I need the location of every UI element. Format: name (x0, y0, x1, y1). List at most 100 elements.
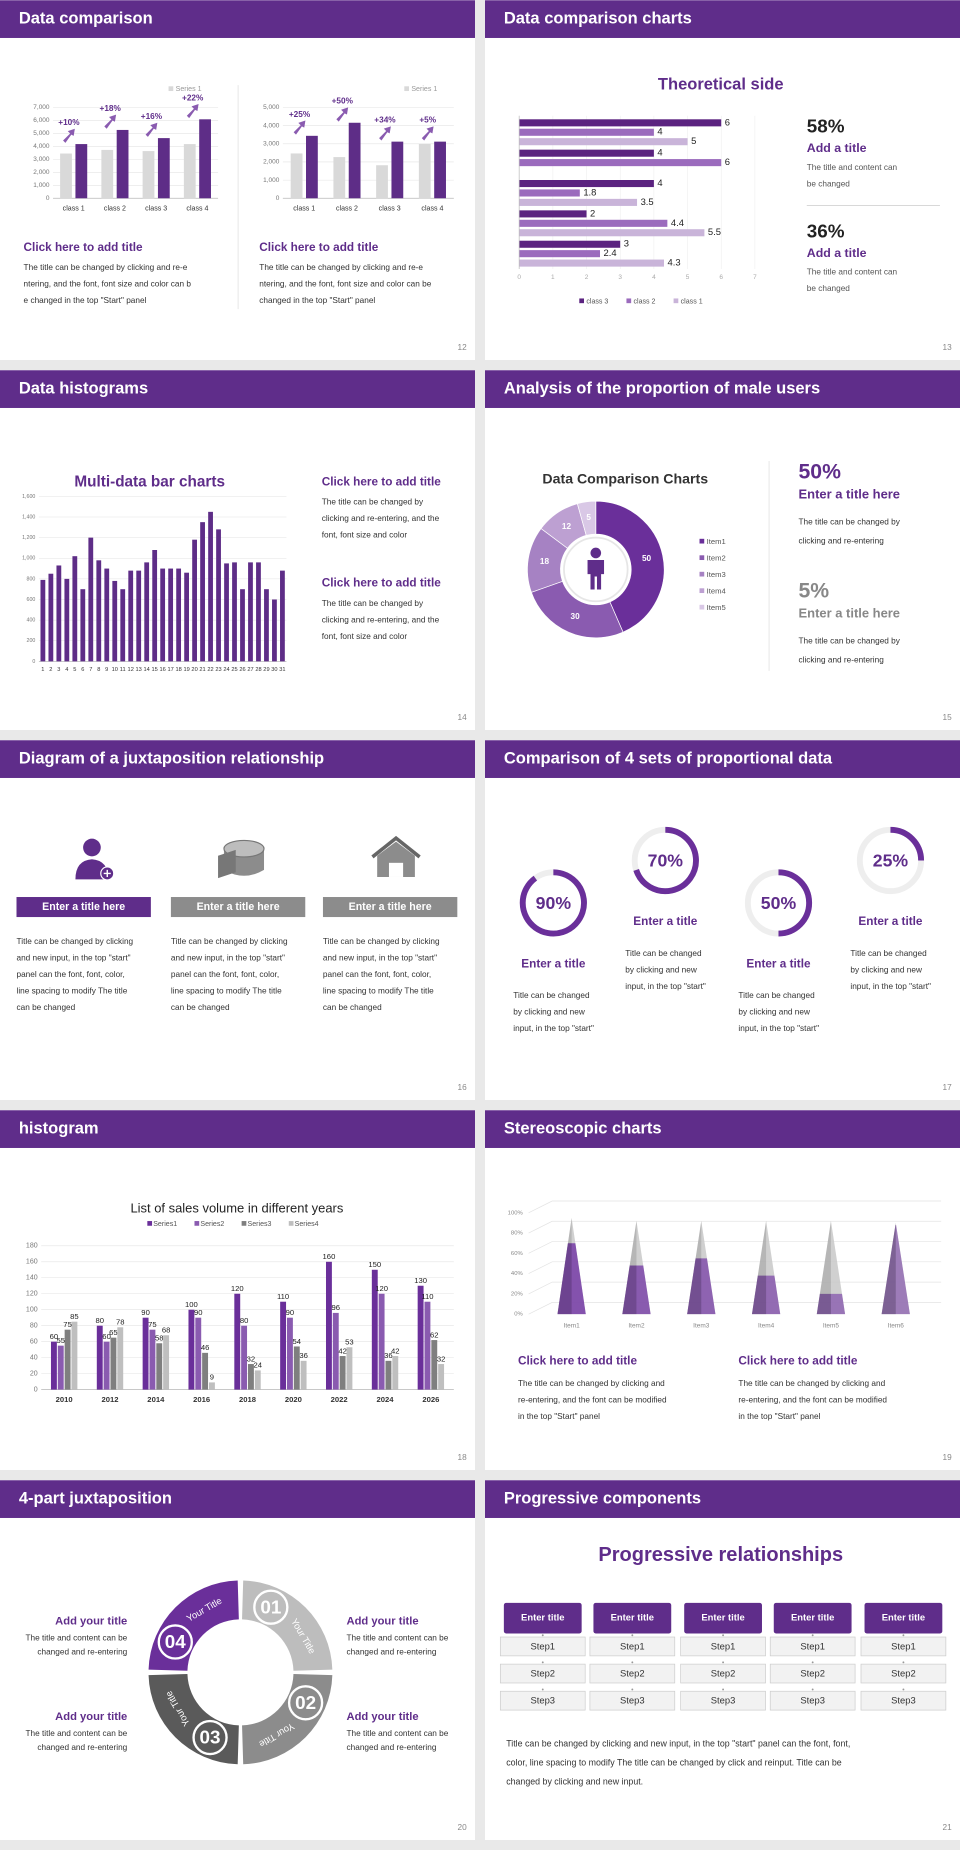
page-number: 15 (943, 713, 953, 722)
step-label: Step3 (530, 1695, 555, 1706)
header-bar (485, 1480, 960, 1518)
bar (208, 511, 213, 662)
ring-label: 50% (761, 893, 797, 913)
x-tick-label: 23 (215, 667, 221, 673)
bar (64, 1329, 71, 1390)
bar (71, 1321, 78, 1390)
grid-line (528, 1241, 942, 1254)
body-line: input, in the top "start" (513, 1024, 594, 1033)
data-label: 90 (286, 1308, 295, 1317)
bar (156, 1343, 163, 1390)
step-box (589, 1636, 676, 1657)
legend-label: class 3 (586, 298, 608, 305)
data-label: 2 (590, 207, 595, 218)
body-line: font, font size and color (322, 632, 408, 641)
body-line: Title can be changed (513, 991, 590, 1000)
data-label: 120 (375, 1284, 388, 1293)
step-label: Step1 (620, 1641, 645, 1652)
block-heading: Add a title (807, 246, 867, 260)
bar (438, 1364, 445, 1390)
bar (519, 210, 587, 218)
bar (376, 165, 388, 199)
data-label: 6 (725, 116, 730, 127)
body-line: changed and re-entering (347, 1648, 437, 1657)
x-tick-label: 2024 (377, 1395, 395, 1404)
x-tick-label: 11 (120, 667, 126, 673)
bar (519, 240, 621, 248)
data-label: 50 (642, 554, 652, 563)
connector-dot (631, 1661, 634, 1664)
connector-dot (902, 1661, 905, 1664)
y-tick-label: 1,400 (22, 514, 35, 520)
cone-shade (816, 1293, 831, 1315)
growth-arrow (186, 103, 199, 119)
bar (391, 141, 404, 199)
title-box (322, 897, 458, 918)
growth-label: +25% (289, 110, 311, 119)
slide-title: 4-part juxtaposition (19, 1489, 172, 1507)
growth-label: +10% (58, 118, 80, 127)
data-label: 4 (657, 126, 662, 137)
step-box (860, 1690, 947, 1711)
data-label: 60 (102, 1332, 111, 1341)
y-tick-label: 0% (514, 1312, 523, 1318)
y-tick-label: 1,000 (263, 177, 280, 184)
body-line: Title can be changed by clicking and new… (506, 1739, 850, 1749)
page-number: 12 (458, 343, 468, 352)
legend-swatch (168, 86, 174, 92)
data-label: 42 (338, 1346, 347, 1355)
column-header-box (773, 1602, 852, 1634)
body-line: The title can be changed by (322, 497, 424, 506)
segment-notch (192, 1719, 228, 1756)
body-line: can be changed (171, 1003, 230, 1012)
bar (306, 135, 318, 199)
legend-label: Item1 (707, 537, 726, 546)
body-line: color, line spacing to modify The title … (506, 1757, 842, 1767)
bar (48, 573, 54, 662)
slide: Comparison of 4 sets of proportional dat… (485, 740, 960, 1100)
data-label: 80 (240, 1316, 249, 1325)
bar (224, 563, 229, 662)
body-line: font, font size and color (322, 530, 408, 539)
block-heading: Add your title (347, 1711, 419, 1723)
block-heading: Add your title (55, 1711, 127, 1723)
slide-title: Data histograms (19, 379, 148, 397)
icon (218, 849, 236, 879)
slide-title: Progressive components (504, 1489, 701, 1507)
data-label: 4 (657, 177, 662, 188)
bar (519, 149, 654, 157)
icon (377, 841, 415, 877)
column-header-box (503, 1602, 582, 1634)
body-line: The title can be changed by (799, 517, 901, 526)
data-label: 3 (624, 238, 629, 249)
data-label: 68 (162, 1326, 171, 1335)
legend-swatch (673, 298, 679, 304)
x-tick-label: 0 (517, 274, 521, 281)
x-tick-label: 25 (231, 667, 237, 673)
y-tick-label: 140 (26, 1275, 38, 1282)
step-box (680, 1663, 766, 1684)
x-tick-label: 2018 (239, 1395, 257, 1404)
block-heading: Enter a title (858, 915, 923, 928)
bar (248, 562, 253, 662)
cone-fill (881, 1224, 910, 1315)
bar (339, 1356, 346, 1390)
body-line: Title can be changed by clicking (323, 937, 440, 946)
column-header: Enter title (521, 1612, 564, 1623)
legend-label: Series1 (153, 1221, 177, 1228)
block-heading: Enter a title (633, 915, 698, 928)
growth-arrow (421, 126, 434, 141)
body-line: The title and content can be (25, 1729, 127, 1738)
block-heading: Enter a title here (799, 487, 901, 502)
x-tick-label: 26 (239, 667, 245, 673)
ring-segment (148, 1580, 239, 1671)
slide: Data comparison 12 0 1,000 2,000 3,000 4,000 5,… (0, 0, 475, 360)
block-heading: Enter a title (521, 957, 586, 970)
bar (80, 589, 86, 662)
x-tick-label: 5 (686, 274, 690, 281)
body-line: panel can the font, font, color, (323, 970, 431, 979)
ring-label: 70% (648, 850, 684, 870)
x-tick-label: 16 (160, 667, 166, 673)
cone-shade (751, 1275, 767, 1315)
body-line: can be changed (17, 1003, 76, 1012)
